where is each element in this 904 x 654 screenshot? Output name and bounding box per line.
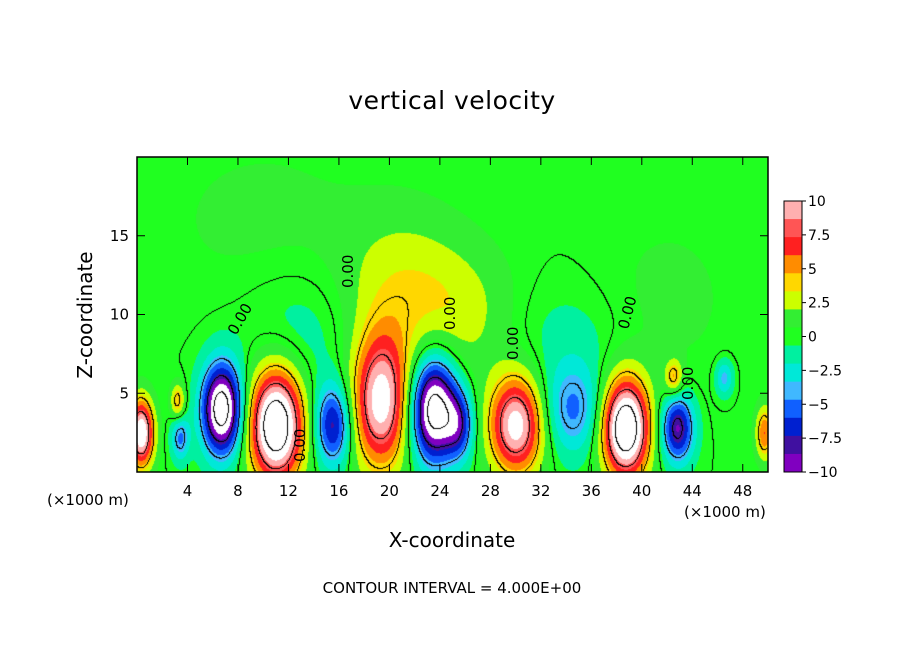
colorbar: 10 7.5 5 2.5 0 −2.5 −5 −7.5 −10 <box>783 194 842 481</box>
colorbar-tick-label: 0 <box>808 330 817 346</box>
contour-label: 0.00 <box>339 255 357 288</box>
x-axis: 4 8 12 16 20 24 28 32 36 40 44 48 <box>183 157 752 500</box>
x-tick-label: 16 <box>329 482 348 500</box>
x-tick-label: 40 <box>632 482 651 500</box>
colorbar-tick-label: 5 <box>808 262 817 278</box>
colorbar-tick-label: 2.5 <box>808 296 830 312</box>
x-tick-label: 36 <box>582 482 601 500</box>
colorbar-swatch <box>784 219 802 238</box>
x-tick-label: 48 <box>733 482 752 500</box>
x-tick-label: 8 <box>233 482 243 500</box>
colorbar-tick-label: 7.5 <box>808 228 830 244</box>
x-tick-label: 12 <box>279 482 298 500</box>
colorbar-tick-label: −5 <box>808 397 829 413</box>
colorbar-swatch <box>784 327 802 347</box>
colorbar-swatch <box>784 309 802 328</box>
colorbar-swatch <box>784 363 802 383</box>
contour-label: 0.00 <box>291 429 309 462</box>
x-multiplier-left: (×1000 m) <box>47 491 129 509</box>
colorbar-tick-label: −7.5 <box>808 431 842 447</box>
colorbar-swatch <box>784 291 802 310</box>
plot-area: 0.00 0.00 0.00 0.00 0.00 0.00 0.00 <box>136 156 769 473</box>
contour-label: 0.00 <box>441 297 459 330</box>
colorbar-tick-label: 10 <box>808 194 826 210</box>
contour-interval-note: CONTOUR INTERVAL = 4.000E+00 <box>323 579 582 597</box>
colorbar-swatch <box>784 345 802 365</box>
x-axis-label: X-coordinate <box>389 528 516 552</box>
contour-layer: 0.00 0.00 0.00 0.00 0.00 0.00 0.00 <box>224 255 697 462</box>
x-tick-label: 4 <box>183 482 193 500</box>
chart-title: vertical velocity <box>348 86 556 115</box>
colorbar-swatch <box>784 417 802 437</box>
y-tick-label: 10 <box>110 306 129 324</box>
y-axis-label: Z-coordinate <box>73 251 97 378</box>
contour-label: 0.00 <box>679 367 697 400</box>
x-tick-label: 20 <box>380 482 399 500</box>
colorbar-swatch <box>784 453 802 473</box>
colorbar-swatch <box>784 237 802 256</box>
colorbar-swatch <box>784 399 802 419</box>
heatmap-image <box>137 157 768 472</box>
colorbar-tick-label: −10 <box>808 465 838 481</box>
x-multiplier-right: (×1000 m) <box>684 503 766 521</box>
y-axis: 5 10 15 <box>110 227 768 402</box>
colorbar-swatch <box>784 255 802 274</box>
x-tick-label: 44 <box>683 482 702 500</box>
colorbar-swatch <box>784 381 802 401</box>
x-tick-label: 32 <box>531 482 550 500</box>
colorbar-swatch <box>784 435 802 455</box>
contour-label: 0.00 <box>504 327 522 360</box>
colorbar-swatch <box>784 201 802 220</box>
y-tick-label: 5 <box>119 384 129 402</box>
x-tick-label: 24 <box>430 482 449 500</box>
colorbar-tick-label: −2.5 <box>808 363 842 379</box>
x-tick-label: 28 <box>481 482 500 500</box>
colorbar-swatch <box>784 273 802 292</box>
y-tick-label: 15 <box>110 227 129 245</box>
